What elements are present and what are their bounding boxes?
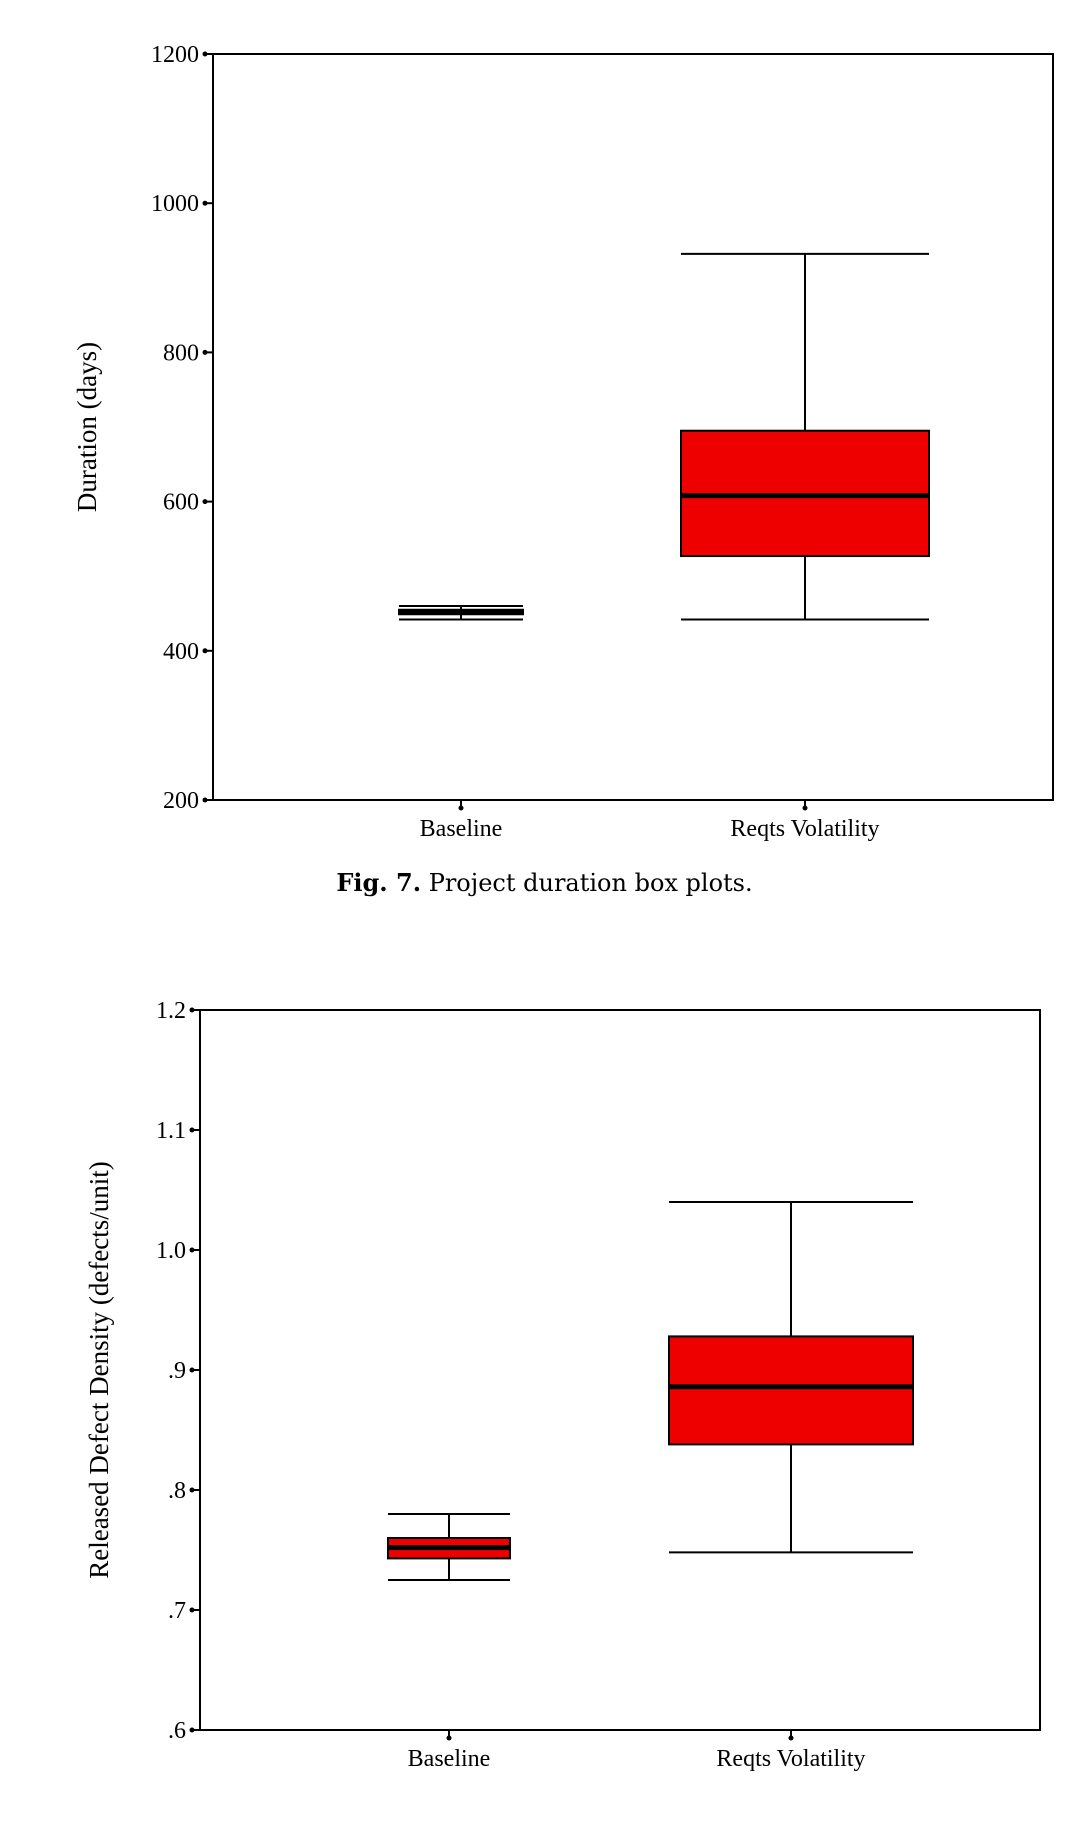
x-tick-dot — [802, 805, 808, 811]
y-tick-dot — [202, 200, 208, 206]
x-category-label: Reqts Volatility — [730, 816, 879, 842]
caption-text: Project duration box plots. — [428, 869, 753, 897]
y-tick-dot — [202, 51, 208, 57]
y-tick-label: 800 — [163, 340, 199, 366]
caption-label: Fig. 7. — [336, 868, 422, 897]
y-tick-dot — [202, 648, 208, 654]
figure-caption: Fig. 7. Project duration box plots. — [0, 868, 1089, 897]
y-tick-label: 1200 — [151, 42, 199, 68]
y-tick-dot — [189, 1727, 195, 1733]
y-tick-dot — [202, 797, 208, 803]
y-tick-dot — [189, 1127, 195, 1133]
y-tick-label: 1.0 — [156, 1238, 186, 1264]
y-tick-label: 200 — [163, 788, 199, 814]
x-category-label: Reqts Volatility — [716, 1746, 865, 1772]
y-tick-label: 1000 — [151, 191, 199, 217]
duration-box-plot: 200 400 600 800 1000 1200 Duration (days) Basel… — [72, 42, 1054, 842]
y-tick-label: 1.1 — [156, 1118, 186, 1144]
y-axis-title: Released Defect Density (defects/unit) — [84, 1161, 114, 1579]
plot-frame — [212, 53, 1054, 801]
y-tick-label: .7 — [168, 1598, 186, 1624]
y-tick-label: .9 — [168, 1358, 186, 1384]
x-category-label: Baseline — [420, 816, 503, 842]
y-tick-dot — [189, 1007, 195, 1013]
y-tick-label: 1.2 — [156, 998, 186, 1024]
iqr-box — [668, 1335, 914, 1446]
y-tick-dot — [189, 1607, 195, 1613]
y-tick-dot — [202, 349, 208, 355]
x-tick-dot — [458, 805, 464, 811]
y-axis-title: Duration (days) — [72, 342, 102, 512]
x-category-label: Baseline — [408, 1746, 491, 1772]
y-tick-dot — [189, 1247, 195, 1253]
y-tick-label: 600 — [163, 490, 199, 516]
x-tick-dot — [788, 1735, 794, 1741]
y-tick-label: .8 — [168, 1478, 186, 1504]
defect-density-box-plot: .6 .7 .8 .9 1.0 1.1 1.2 Released Defect Density… — [84, 998, 1041, 1772]
y-tick-dot — [189, 1367, 195, 1373]
y-tick-dot — [189, 1487, 195, 1493]
y-tick-dot — [202, 499, 208, 505]
y-tick-label: 400 — [163, 639, 199, 665]
x-tick-dot — [446, 1735, 452, 1741]
y-tick-label: .6 — [168, 1718, 186, 1744]
